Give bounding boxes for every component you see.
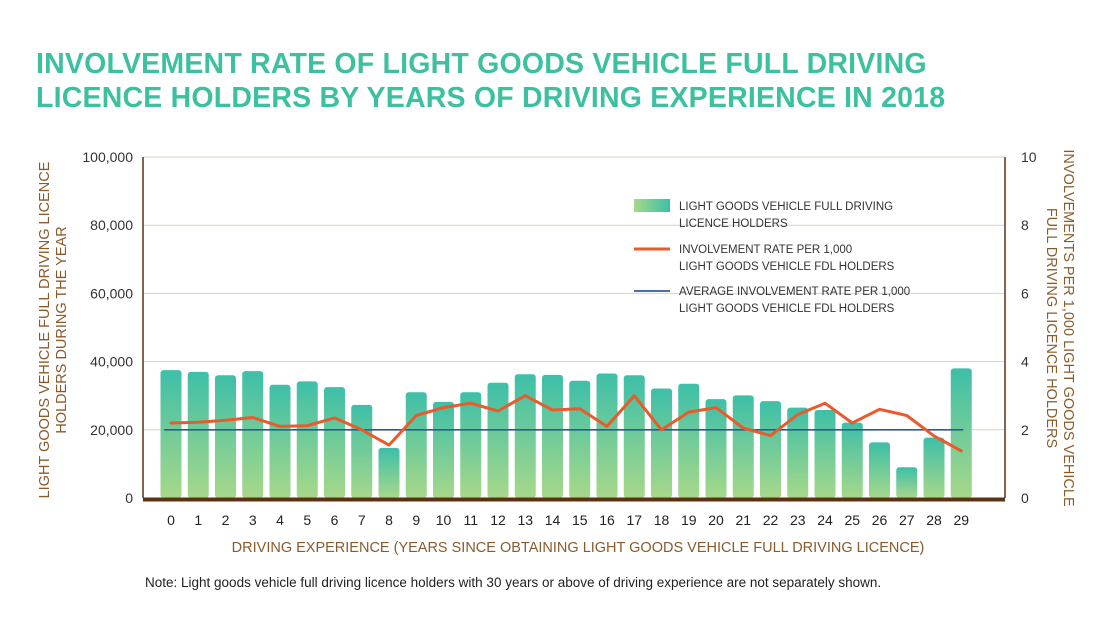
legend-bar-swatch: [634, 199, 670, 212]
bar-28: [923, 437, 945, 498]
bar-3: [242, 371, 264, 498]
bar-16: [596, 373, 618, 498]
bar-12: [487, 382, 509, 498]
bar-10: [433, 401, 454, 498]
right-y-tick-label: 0: [1021, 490, 1029, 506]
x-tick-label: 14: [545, 512, 561, 528]
x-tick-label: 1: [194, 512, 202, 528]
bar-series: [160, 368, 972, 498]
legend-rate-label-line1: INVOLVEMENT RATE PER 1,000: [679, 244, 852, 256]
rate-line-series: [169, 394, 963, 453]
bar-4: [269, 384, 291, 498]
x-tick-label: 16: [599, 512, 615, 528]
x-tick-label: 6: [331, 512, 339, 528]
x-tick-label: 29: [953, 512, 969, 528]
left-y-tick-label: 40,000: [90, 354, 133, 370]
left-y-tick-label: 60,000: [90, 285, 133, 301]
x-tick-label: 8: [385, 512, 393, 528]
legend: LIGHT GOODS VEHICLE FULL DRIVING LICENCE…: [634, 199, 910, 315]
bar-15: [569, 380, 591, 498]
x-tick-label: 3: [249, 512, 257, 528]
bar-26: [869, 442, 890, 498]
x-tick-label: 21: [735, 512, 751, 528]
legend-average-label-line2: LIGHT GOODS VEHICLE FDL HOLDERS: [679, 303, 895, 315]
x-tick-label: 28: [926, 512, 942, 528]
bar-17: [623, 375, 645, 498]
bar-7: [351, 404, 373, 498]
legend-bar-label-line1: LIGHT GOODS VEHICLE FULL DRIVING: [679, 201, 893, 213]
left-y-axis-title-line1: LIGHT GOODS VEHICLE FULL DRIVING LICENCE: [37, 161, 53, 498]
legend-rate-label-line2: LIGHT GOODS VEHICLE FDL HOLDERS: [679, 261, 895, 273]
right-y-tick-label: 6: [1021, 285, 1029, 301]
bar-27: [896, 467, 918, 498]
bar-25: [841, 422, 863, 498]
x-tick-label: 7: [358, 512, 366, 528]
x-tick-label: 23: [790, 512, 806, 528]
chart-title-line1: INVOLVEMENT RATE OF LIGHT GOODS VEHICLE …: [36, 48, 927, 80]
x-tick-label: 2: [222, 512, 230, 528]
left-y-tick-label: 0: [125, 490, 133, 506]
x-tick-label: 10: [436, 512, 452, 528]
x-tick-label: 25: [844, 512, 860, 528]
footnote: Note: Light goods vehicle full driving l…: [145, 575, 882, 590]
bar-0: [160, 370, 182, 498]
bar-5: [296, 381, 318, 498]
x-tick-label: 11: [463, 512, 478, 528]
right-y-axis-title-line2: FULL DRIVING LICENCE HOLDERS: [1043, 208, 1059, 448]
x-tick-label: 27: [899, 512, 915, 528]
left-y-tick-label: 20,000: [90, 422, 133, 438]
legend-bar-label-line2: LICENCE HOLDERS: [679, 218, 788, 230]
bar-24: [814, 410, 836, 498]
legend-average-label-line1: AVERAGE INVOLVEMENT RATE PER 1,000: [679, 286, 910, 298]
axes: [142, 157, 1006, 502]
x-tick-label: 20: [708, 512, 724, 528]
x-tick-label: 18: [654, 512, 670, 528]
x-ticks: 0 1 2 3 4 5 6 7 8 9 10 11 12 13 14 15 16 17 18 19 20 21 22 23 24…: [167, 512, 969, 528]
bar-11: [460, 392, 482, 498]
bar-8: [378, 447, 400, 498]
x-tick-label: 22: [763, 512, 779, 528]
left-y-axis-title-line2: HOLDERS DURING THE YEAR: [54, 226, 70, 433]
right-y-axis-title-line1: INVOLVEMENTS PER 1,000 LIGHT GOODS VEHIC…: [1060, 149, 1076, 507]
right-y-tick-label: 2: [1021, 422, 1029, 438]
bar-9: [405, 392, 427, 498]
bar-2: [215, 375, 236, 498]
right-y-axis-title: INVOLVEMENTS PER 1,000 LIGHT GOODS VEHIC…: [1043, 149, 1076, 507]
left-y-tick-label: 80,000: [90, 217, 133, 233]
bar-18: [651, 388, 672, 498]
bar-20: [705, 399, 727, 498]
x-tick-label: 4: [276, 512, 284, 528]
x-tick-label: 9: [412, 512, 420, 528]
left-y-ticks: 0 20,000 40,000 60,000 80,000 100,000: [82, 149, 133, 506]
involvement-rate-line: [169, 394, 963, 453]
chart-title-line2: LICENCE HOLDERS BY YEARS OF DRIVING EXPE…: [36, 82, 946, 114]
x-tick-label: 26: [872, 512, 888, 528]
bar-1: [187, 371, 209, 498]
x-tick-label: 13: [517, 512, 533, 528]
left-y-axis-title: LIGHT GOODS VEHICLE FULL DRIVING LICENCE…: [37, 161, 70, 498]
right-y-ticks: 0 2 4 6 8 10: [1021, 149, 1037, 506]
x-tick-label: 0: [167, 512, 175, 528]
x-tick-label: 15: [572, 512, 588, 528]
right-y-tick-label: 8: [1021, 217, 1029, 233]
x-axis-title: DRIVING EXPERIENCE (YEARS SINCE OBTAININ…: [232, 540, 925, 556]
right-y-tick-label: 10: [1021, 149, 1037, 165]
left-y-tick-label: 100,000: [82, 149, 133, 165]
x-tick-label: 19: [681, 512, 697, 528]
x-tick-label: 5: [303, 512, 311, 528]
bar-6: [324, 387, 345, 498]
bar-19: [678, 383, 700, 498]
bar-13: [514, 374, 536, 498]
bar-29: [950, 368, 972, 498]
bar-22: [760, 401, 781, 498]
right-y-tick-label: 4: [1021, 354, 1029, 370]
x-tick-label: 24: [817, 512, 833, 528]
chart-title: INVOLVEMENT RATE OF LIGHT GOODS VEHICLE …: [36, 47, 1076, 115]
x-tick-label: 17: [626, 512, 642, 528]
bar-14: [542, 374, 563, 498]
bar-21: [732, 395, 754, 498]
x-tick-label: 12: [490, 512, 506, 528]
